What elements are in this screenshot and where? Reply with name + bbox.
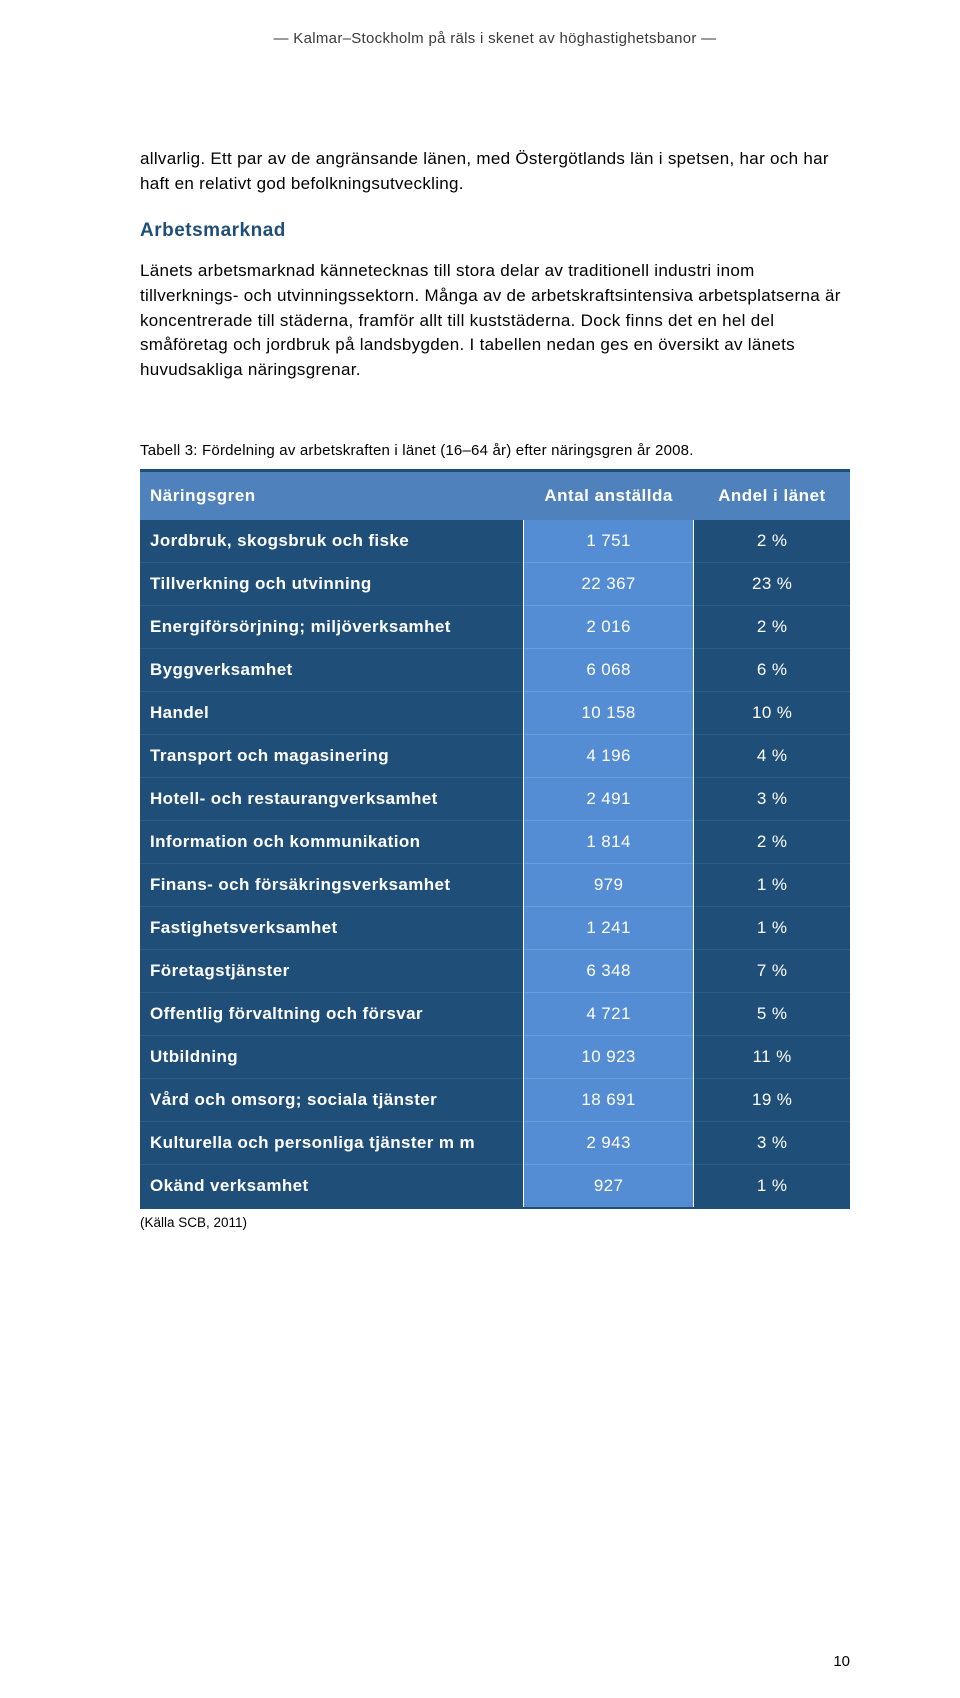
table-cell-andel: 19 % [694, 1079, 850, 1122]
table-cell-naringsgren: Tillverkning och utvinning [140, 563, 523, 606]
table-row: Okänd verksamhet9271 % [140, 1165, 850, 1209]
table-cell-andel: 3 % [694, 1122, 850, 1165]
table-cell-naringsgren: Okänd verksamhet [140, 1165, 523, 1209]
table-cell-antal: 2 016 [523, 606, 693, 649]
table-row: Hotell- och restaurangverksamhet2 4913 % [140, 778, 850, 821]
table-cell-andel: 23 % [694, 563, 850, 606]
table-cell-naringsgren: Offentlig förvaltning och försvar [140, 993, 523, 1036]
table-cell-naringsgren: Handel [140, 692, 523, 735]
table-row: Utbildning10 92311 % [140, 1036, 850, 1079]
table-cell-antal: 979 [523, 864, 693, 907]
running-header: — Kalmar–Stockholm på räls i skenet av h… [140, 30, 850, 47]
intro-paragraph-1: allvarlig. Ett par av de angränsande län… [140, 147, 850, 196]
table-cell-naringsgren: Fastighetsverksamhet [140, 907, 523, 950]
table-row: Transport och magasinering4 1964 % [140, 735, 850, 778]
table-cell-naringsgren: Hotell- och restaurangverksamhet [140, 778, 523, 821]
table-cell-andel: 2 % [694, 520, 850, 563]
table-cell-antal: 2 491 [523, 778, 693, 821]
table-row: Företagstjänster6 3487 % [140, 950, 850, 993]
intro-paragraph-2: Länets arbetsmarknad kännetecknas till s… [140, 259, 850, 382]
table-cell-antal: 1 814 [523, 821, 693, 864]
table-cell-naringsgren: Byggverksamhet [140, 649, 523, 692]
table-cell-andel: 6 % [694, 649, 850, 692]
table-cell-antal: 6 348 [523, 950, 693, 993]
table-row: Byggverksamhet6 0686 % [140, 649, 850, 692]
table-cell-andel: 3 % [694, 778, 850, 821]
table-row: Offentlig förvaltning och försvar4 7215 … [140, 993, 850, 1036]
table-cell-antal: 10 158 [523, 692, 693, 735]
table-cell-naringsgren: Utbildning [140, 1036, 523, 1079]
table-cell-antal: 1 751 [523, 520, 693, 563]
table-body: Jordbruk, skogsbruk och fiske1 7512 %Til… [140, 520, 850, 1208]
table-cell-antal: 1 241 [523, 907, 693, 950]
table-cell-naringsgren: Finans- och försäkringsverksamhet [140, 864, 523, 907]
table-caption: Tabell 3: Fördelning av arbetskraften i … [140, 442, 850, 459]
table-cell-naringsgren: Jordbruk, skogsbruk och fiske [140, 520, 523, 563]
table-cell-antal: 10 923 [523, 1036, 693, 1079]
table-header-antal: Antal anställda [523, 471, 693, 521]
table-cell-antal: 4 721 [523, 993, 693, 1036]
table-row: Vård och omsorg; sociala tjänster18 6911… [140, 1079, 850, 1122]
table-row: Tillverkning och utvinning22 36723 % [140, 563, 850, 606]
table-cell-andel: 10 % [694, 692, 850, 735]
table-cell-andel: 1 % [694, 907, 850, 950]
table-cell-naringsgren: Företagstjänster [140, 950, 523, 993]
table-cell-andel: 2 % [694, 821, 850, 864]
table-cell-antal: 22 367 [523, 563, 693, 606]
page-number: 10 [833, 1653, 850, 1670]
table-cell-andel: 1 % [694, 1165, 850, 1209]
table-cell-andel: 11 % [694, 1036, 850, 1079]
table-source-note: (Källa SCB, 2011) [140, 1215, 850, 1230]
table-row: Energiförsörjning; miljöverksamhet2 0162… [140, 606, 850, 649]
table-row: Fastighetsverksamhet1 2411 % [140, 907, 850, 950]
table-header-andel: Andel i länet [694, 471, 850, 521]
section-heading-arbetsmarknad: Arbetsmarknad [140, 220, 850, 242]
table-cell-antal: 6 068 [523, 649, 693, 692]
table-cell-naringsgren: Energiförsörjning; miljöverksamhet [140, 606, 523, 649]
table-cell-antal: 2 943 [523, 1122, 693, 1165]
table-cell-andel: 7 % [694, 950, 850, 993]
table-row: Handel10 15810 % [140, 692, 850, 735]
table-cell-naringsgren: Information och kommunikation [140, 821, 523, 864]
table-cell-andel: 2 % [694, 606, 850, 649]
table-cell-naringsgren: Vård och omsorg; sociala tjänster [140, 1079, 523, 1122]
table-row: Jordbruk, skogsbruk och fiske1 7512 % [140, 520, 850, 563]
table-header: Näringsgren Antal anställda Andel i läne… [140, 471, 850, 521]
table-row: Kulturella och personliga tjänster m m2 … [140, 1122, 850, 1165]
table-cell-antal: 927 [523, 1165, 693, 1209]
table-cell-naringsgren: Kulturella och personliga tjänster m m [140, 1122, 523, 1165]
table-cell-naringsgren: Transport och magasinering [140, 735, 523, 778]
table-cell-andel: 1 % [694, 864, 850, 907]
table-cell-andel: 5 % [694, 993, 850, 1036]
table-row: Finans- och försäkringsverksamhet9791 % [140, 864, 850, 907]
table-cell-andel: 4 % [694, 735, 850, 778]
table-header-naringsgren: Näringsgren [140, 471, 523, 521]
table-cell-antal: 4 196 [523, 735, 693, 778]
workforce-table: Näringsgren Antal anställda Andel i läne… [140, 469, 850, 1209]
table-row: Information och kommunikation1 8142 % [140, 821, 850, 864]
table-cell-antal: 18 691 [523, 1079, 693, 1122]
document-page: — Kalmar–Stockholm på räls i skenet av h… [0, 0, 960, 1698]
